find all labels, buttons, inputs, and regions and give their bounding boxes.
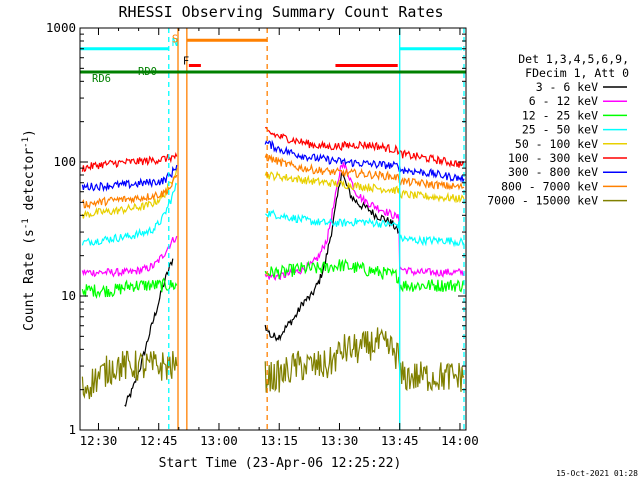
- y-tick-label: 1000: [46, 20, 76, 35]
- series-line-1: [81, 235, 178, 278]
- x-tick-label: 13:00: [200, 433, 238, 448]
- legend-label: 100 - 300 keV: [508, 151, 598, 165]
- series-line-2: [264, 258, 465, 293]
- plot-frame: [79, 27, 467, 431]
- series-line-7: [264, 152, 465, 191]
- series-line-4: [264, 170, 465, 204]
- y-axis-label: Count Rate (s-1 detector-1): [21, 129, 37, 331]
- axes: 12:30 12:45 13:00 13:15 13:30 13:45 14:00 1 10 10…: [46, 20, 479, 448]
- status-bar-label: RD6: [92, 73, 111, 85]
- x-tick-label: 13:15: [260, 433, 298, 448]
- legend-label: 50 - 100 keV: [515, 137, 598, 151]
- y-tick-label: 1: [68, 422, 76, 437]
- legend-label: 3 - 6 keV: [536, 80, 598, 94]
- series-line-5: [264, 126, 465, 168]
- x-tick-label: 14:00: [441, 433, 479, 448]
- legend-header-line: Det 1,3,4,5,6,9,: [518, 52, 629, 66]
- series-line-6: [81, 164, 178, 193]
- legend: Det 1,3,4,5,6,9, FDecim 1, Att 0 3 - 6 k…: [487, 52, 629, 208]
- x-tick-label: 12:30: [80, 433, 118, 448]
- chart-title: RHESSI Observing Summary Count Rates: [118, 3, 443, 21]
- legend-label: 25 - 50 keV: [522, 123, 598, 137]
- status-bar-label: RD0: [138, 66, 157, 78]
- series-line-8: [264, 327, 465, 393]
- series-line-5: [81, 152, 178, 173]
- series-line-1: [264, 162, 465, 281]
- legend-label: 6 - 12 keV: [529, 94, 598, 108]
- legend-label: 7000 - 15000 keV: [487, 194, 598, 208]
- series-line-3: [265, 209, 465, 248]
- status-bar-label: F: [183, 55, 189, 67]
- series-line-6: [264, 139, 465, 183]
- y-tick-label: 10: [61, 288, 76, 303]
- status-bar-label: N: [172, 37, 178, 49]
- legend-header-line: FDecim 1, Att 0: [525, 66, 629, 80]
- series-line-7: [81, 174, 178, 210]
- x-tick-label: 13:30: [321, 433, 359, 448]
- x-axis-label: Start Time (23-Apr-06 12:25:22): [159, 456, 402, 471]
- series-line-0: [264, 172, 400, 342]
- series-line-8: [81, 350, 178, 400]
- legend-label: 300 - 800 keV: [508, 165, 598, 179]
- x-tick-label: 13:45: [381, 433, 419, 448]
- status-bar-label: S: [172, 33, 178, 45]
- legend-label: 800 - 7000 keV: [501, 179, 598, 193]
- series-line-2: [81, 277, 178, 299]
- status-bar-label: N: [172, 37, 178, 49]
- y-tick-label: 100: [53, 154, 76, 169]
- footer-date: 15-Oct-2021 01:28: [556, 469, 638, 478]
- legend-label: 12 - 25 keV: [522, 108, 598, 122]
- series-line-3: [81, 182, 178, 246]
- x-tick-label: 12:45: [140, 433, 178, 448]
